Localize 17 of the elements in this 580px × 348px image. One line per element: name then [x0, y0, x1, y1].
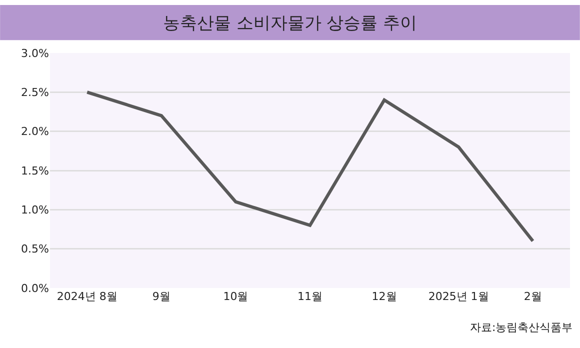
x-tick-label: 2024년 8월 [56, 290, 118, 303]
line-series [86, 90, 534, 243]
y-tick-label: 1.0% [21, 204, 49, 217]
x-tick-label: 2월 [524, 290, 542, 303]
y-tick-label: 2.0% [21, 125, 49, 138]
x-tick-label: 10월 [223, 290, 248, 303]
x-tick-label: 9월 [152, 290, 170, 303]
x-tick-label: 2025년 1월 [428, 290, 489, 303]
x-tick-label: 12월 [372, 290, 397, 303]
y-tick-label: 0.5% [21, 242, 49, 256]
y-tick-label: 3.0% [21, 46, 49, 60]
y-tick-label: 2.5% [21, 86, 49, 100]
y-tick-label: 0.0% [21, 282, 49, 295]
x-tick-label: 11월 [298, 290, 322, 303]
y-tick-label: 1.5% [21, 164, 49, 178]
chart-title: 농축산물 소비자물가 상승률 추이 [162, 14, 418, 34]
text: 자료:농림축산식품부 [470, 321, 573, 334]
